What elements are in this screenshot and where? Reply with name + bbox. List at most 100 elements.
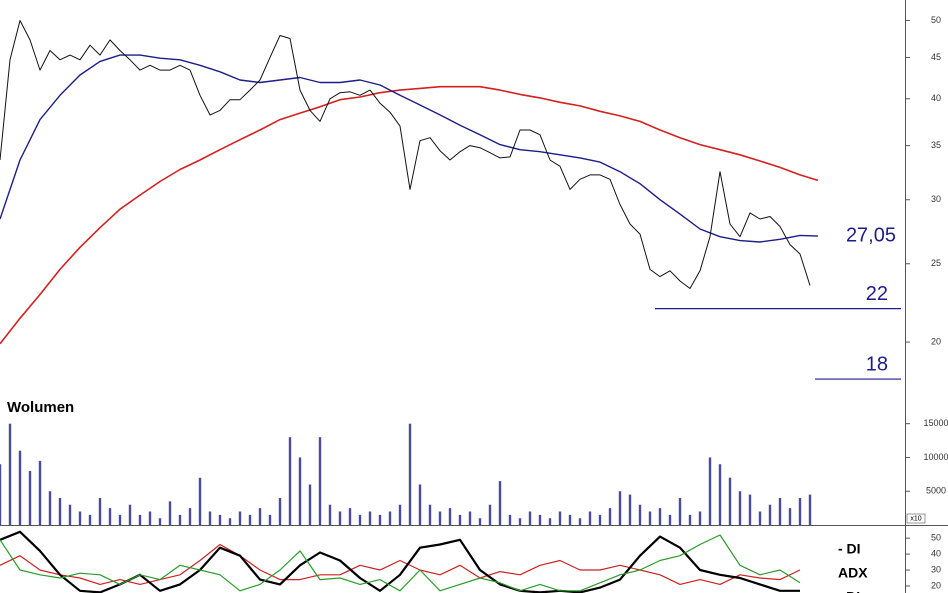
bar bbox=[528, 511, 532, 525]
y-tick-label: 50 bbox=[931, 533, 941, 543]
bar bbox=[698, 511, 702, 525]
bar bbox=[538, 514, 542, 525]
bar bbox=[588, 511, 592, 525]
bar bbox=[208, 511, 212, 525]
bar bbox=[478, 518, 482, 525]
bar bbox=[398, 504, 402, 525]
level-label: 18 bbox=[866, 353, 888, 375]
bar bbox=[558, 511, 562, 525]
bar bbox=[158, 518, 162, 525]
y-tick-label: 10000 bbox=[923, 452, 948, 462]
bar bbox=[608, 508, 612, 525]
series-line bbox=[0, 85, 819, 345]
bar bbox=[438, 511, 442, 525]
series-line bbox=[0, 543, 801, 585]
series-line bbox=[0, 54, 819, 243]
y-tick-label: 25 bbox=[931, 258, 941, 268]
bar bbox=[748, 494, 752, 525]
bar bbox=[778, 497, 782, 525]
bar bbox=[678, 497, 682, 525]
bar bbox=[88, 514, 92, 525]
bar bbox=[358, 514, 362, 525]
panel-title: Wolumen bbox=[7, 399, 74, 416]
bar bbox=[428, 504, 432, 525]
y-tick-label: 40 bbox=[931, 548, 941, 558]
y-tick-label: 30 bbox=[931, 194, 941, 204]
bar bbox=[628, 494, 632, 525]
bar bbox=[258, 508, 262, 525]
bar bbox=[578, 518, 582, 525]
bar bbox=[328, 504, 332, 525]
bar bbox=[728, 477, 732, 525]
bar bbox=[308, 484, 312, 525]
bar bbox=[718, 464, 722, 525]
bar bbox=[38, 460, 42, 525]
bar bbox=[378, 514, 382, 525]
bar bbox=[238, 511, 242, 525]
series-line bbox=[0, 20, 811, 289]
bar bbox=[78, 511, 82, 525]
bar bbox=[0, 464, 2, 525]
bar bbox=[8, 423, 12, 525]
bar bbox=[118, 514, 122, 525]
bar bbox=[58, 497, 62, 525]
bar bbox=[758, 511, 762, 525]
bar bbox=[298, 457, 302, 525]
bar bbox=[198, 477, 202, 525]
bar bbox=[518, 518, 522, 525]
bar bbox=[48, 491, 52, 525]
bar bbox=[268, 514, 272, 525]
bar bbox=[228, 518, 232, 525]
bar bbox=[658, 508, 662, 525]
bar bbox=[448, 508, 452, 525]
bar bbox=[188, 508, 192, 525]
legend-label: +DI bbox=[838, 589, 860, 593]
y-tick-label: 50 bbox=[931, 15, 941, 25]
bar bbox=[708, 457, 712, 525]
bar bbox=[668, 514, 672, 525]
bar bbox=[408, 423, 412, 525]
bar bbox=[278, 497, 282, 525]
bar bbox=[128, 504, 132, 525]
bar bbox=[368, 511, 372, 525]
legend-label: - DI bbox=[838, 541, 861, 557]
y-tick-label: 35 bbox=[931, 140, 941, 150]
level-label: 27,05 bbox=[846, 224, 896, 246]
bar bbox=[288, 437, 292, 525]
bar bbox=[498, 481, 502, 525]
y-tick-label: 20 bbox=[931, 336, 941, 346]
bar bbox=[548, 518, 552, 525]
bar bbox=[108, 508, 112, 525]
y-tick-label: 15000 bbox=[923, 418, 948, 428]
y-tick-label: 30 bbox=[931, 564, 941, 574]
bar bbox=[508, 514, 512, 525]
bar bbox=[418, 484, 422, 525]
y-tick-label: 20 bbox=[931, 580, 941, 590]
bar bbox=[788, 508, 792, 525]
bar bbox=[488, 504, 492, 525]
multiplier-label: x10 bbox=[910, 515, 921, 522]
multiplier-box bbox=[906, 513, 926, 524]
bar bbox=[98, 497, 102, 525]
panel bbox=[0, 423, 812, 525]
bar bbox=[468, 511, 472, 525]
bar bbox=[248, 514, 252, 525]
bar bbox=[178, 514, 182, 525]
bar bbox=[648, 511, 652, 525]
panel bbox=[0, 20, 819, 345]
bar bbox=[318, 437, 322, 525]
legend-label: ADX bbox=[838, 565, 868, 581]
bar bbox=[808, 494, 812, 525]
bar bbox=[568, 514, 572, 525]
y-tick-label: 45 bbox=[931, 52, 941, 62]
level-label: 22 bbox=[866, 283, 888, 305]
bar bbox=[348, 508, 352, 525]
bar bbox=[598, 514, 602, 525]
bar bbox=[388, 511, 392, 525]
bar bbox=[768, 504, 772, 525]
bar bbox=[218, 514, 222, 525]
bar bbox=[618, 491, 622, 525]
bar bbox=[458, 514, 462, 525]
bar bbox=[68, 504, 72, 525]
